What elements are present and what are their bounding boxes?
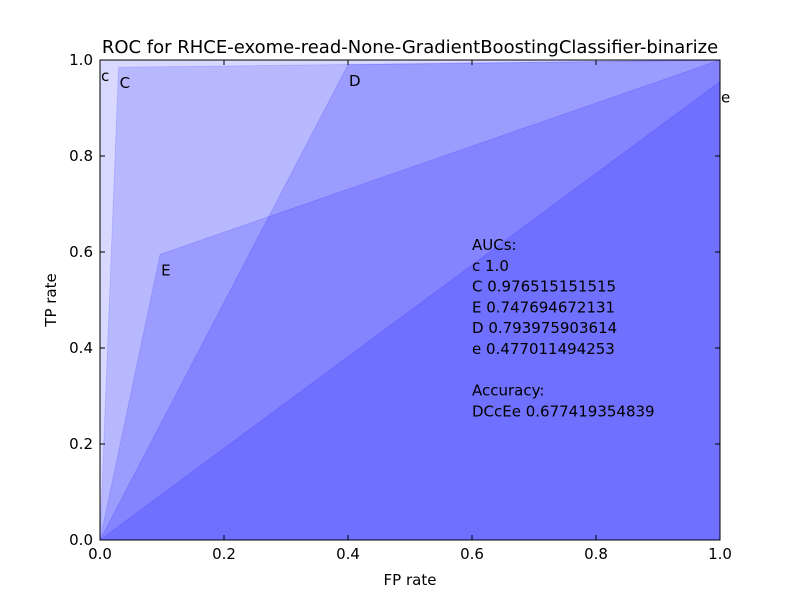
chart-title: ROC for RHCE-exome-read-None-GradientBoo… bbox=[102, 37, 718, 58]
metrics-annotation: AUCs: c 1.0 C 0.976515151515 E 0.7476946721… bbox=[472, 236, 655, 420]
x-tick-label: 0.8 bbox=[584, 545, 608, 563]
y-tick-label: 0.4 bbox=[69, 339, 93, 357]
roc-curve-labels: c C D Ee bbox=[101, 67, 730, 279]
x-tick-label: 0.0 bbox=[88, 545, 112, 563]
accuracy-header: Accuracy: bbox=[472, 382, 544, 400]
axis-ticks: 0.0 0.2 0.4 0.6 0.8 1.0 0.0 0.2 0.4 0.6 0.8 1.0 bbox=[69, 51, 732, 563]
roc-label-E: E bbox=[161, 261, 170, 279]
roc-label-C: C bbox=[120, 74, 130, 92]
auc-row-C: C 0.976515151515 bbox=[472, 278, 616, 296]
roc-fill-areas bbox=[98, 59, 721, 541]
y-tick-label: 0.8 bbox=[69, 147, 93, 165]
x-tick-label: 0.6 bbox=[460, 545, 484, 563]
accuracy-row: DCcEe 0.677419354839 bbox=[472, 402, 655, 420]
roc-label-e: e bbox=[721, 89, 730, 107]
plot-frame bbox=[99, 59, 721, 541]
auc-header: AUCs: bbox=[472, 236, 517, 254]
y-tick-label: 0.6 bbox=[69, 243, 93, 261]
y-tick-label: 0.0 bbox=[69, 531, 93, 549]
x-tick-label: 1.0 bbox=[708, 545, 732, 563]
y-tick-label: 1.0 bbox=[69, 51, 93, 69]
y-axis-label: TP rate bbox=[42, 273, 60, 327]
auc-row-E: E 0.747694672131 bbox=[472, 298, 615, 316]
x-axis-label: FP rate bbox=[384, 571, 437, 589]
auc-row-D: D 0.793975903614 bbox=[472, 319, 617, 337]
auc-row-e: e 0.477011494253 bbox=[472, 340, 615, 358]
y-tick-label: 0.2 bbox=[69, 435, 93, 453]
x-tick-label: 0.4 bbox=[336, 545, 360, 563]
roc-label-c: c bbox=[101, 67, 109, 85]
x-tick-label: 0.2 bbox=[212, 545, 236, 563]
auc-row-c: c 1.0 bbox=[472, 257, 509, 275]
roc-label-D: D bbox=[349, 72, 361, 90]
